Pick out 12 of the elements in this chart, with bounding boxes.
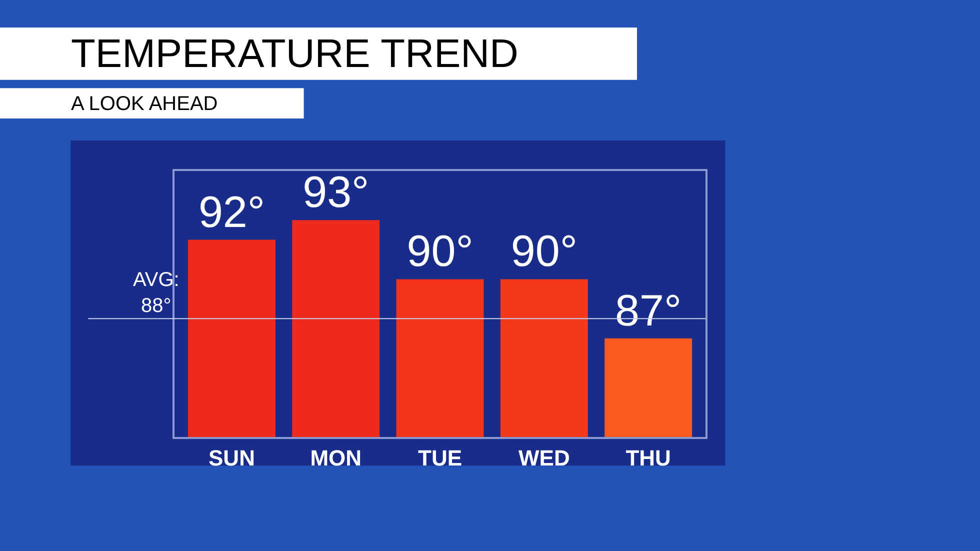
data-label: 90° <box>406 227 474 276</box>
chart-subtitle: A LOOK AHEAD <box>71 93 218 115</box>
data-label: 93° <box>302 168 370 218</box>
chart-title: TEMPERATURE TREND <box>71 32 518 76</box>
x-tick-label: MON <box>310 445 362 470</box>
x-tick-label: WED <box>518 445 570 470</box>
x-tick-label: SUN <box>208 445 255 470</box>
x-tick-label: THU <box>626 445 671 470</box>
x-tick-label: TUE <box>418 445 462 470</box>
ref-line-label: AVG: 88° <box>133 269 180 317</box>
data-label: 92° <box>198 188 265 237</box>
data-label: 90° <box>510 227 578 276</box>
